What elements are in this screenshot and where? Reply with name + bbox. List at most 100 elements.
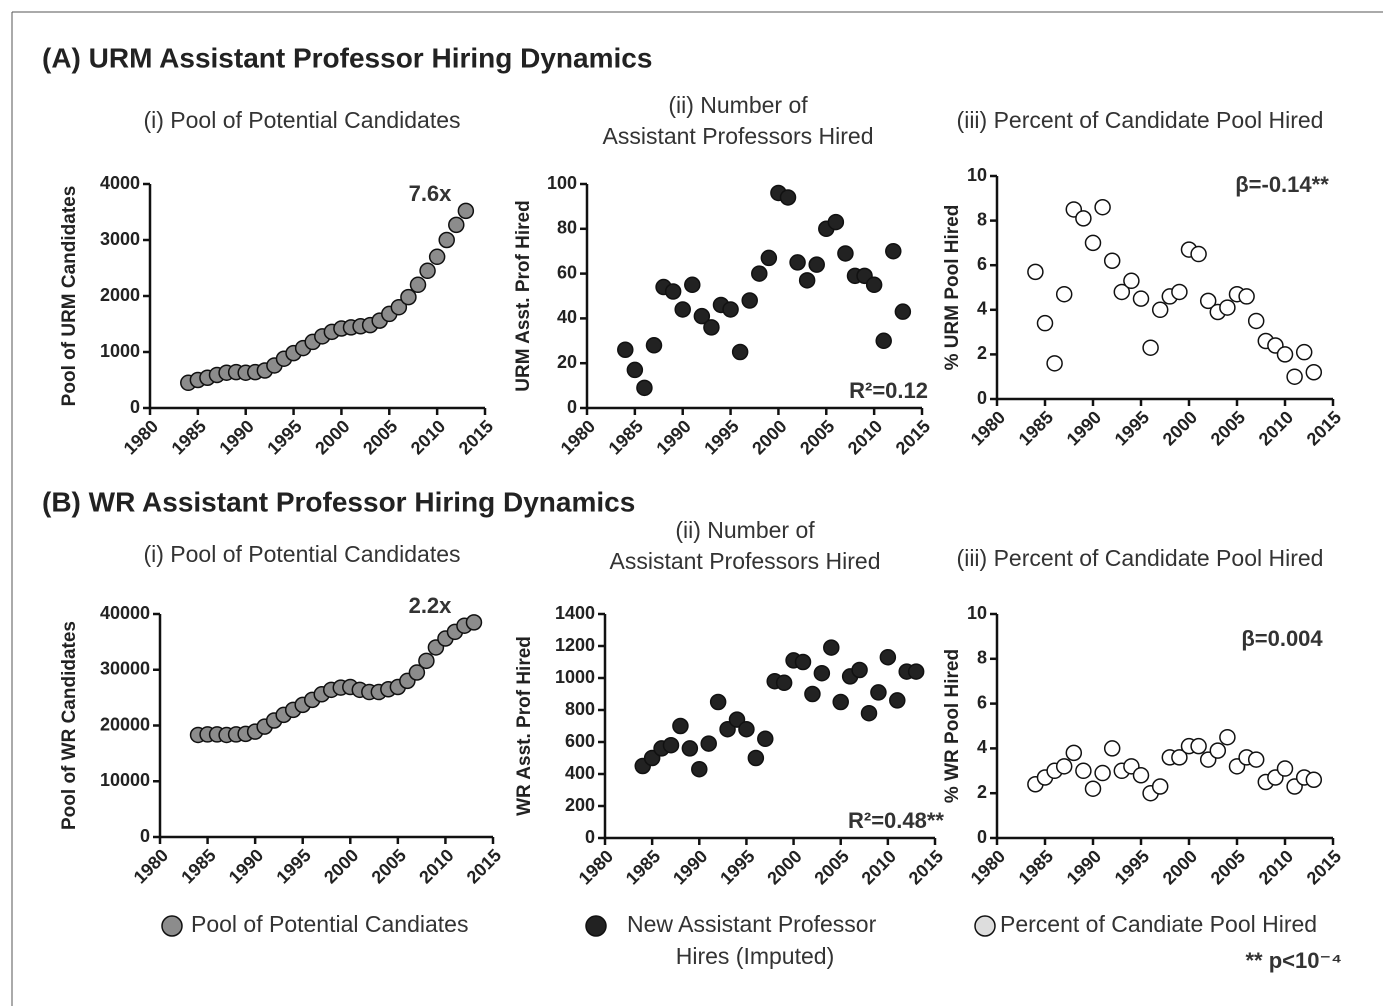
legend-label: Hires (Imputed) bbox=[676, 943, 834, 969]
x-tick-label: 1980 bbox=[967, 407, 1009, 449]
y-tick-label: 0 bbox=[977, 827, 987, 847]
point bbox=[1276, 760, 1294, 777]
point bbox=[448, 216, 465, 234]
chart: (ii) Number of Assistant Professors Hired… bbox=[514, 517, 947, 888]
point bbox=[870, 684, 887, 701]
point bbox=[636, 379, 653, 397]
x-tick-label: 2005 bbox=[810, 846, 852, 888]
y-tick-label: 10000 bbox=[100, 770, 150, 790]
y-tick-label: 20 bbox=[557, 352, 577, 372]
point bbox=[674, 301, 691, 318]
point bbox=[1151, 301, 1169, 319]
x-tick-label: 2005 bbox=[1207, 407, 1249, 449]
x-tick-label: 1990 bbox=[1063, 407, 1105, 449]
point bbox=[700, 735, 717, 752]
y-tick-label: 10 bbox=[967, 603, 987, 623]
x-tick-label: 1995 bbox=[700, 416, 742, 458]
x-tick-label: 2010 bbox=[407, 416, 449, 458]
x-tick-label: 2015 bbox=[892, 416, 934, 458]
point bbox=[1065, 744, 1083, 762]
point bbox=[390, 298, 408, 316]
point bbox=[428, 248, 446, 266]
x-tick-label: 1995 bbox=[1111, 846, 1153, 888]
point bbox=[438, 231, 455, 249]
y-tick-label: 10 bbox=[967, 165, 987, 185]
y-axis-label: Pool of WR Candidates bbox=[59, 621, 80, 830]
x-tick-label: 1980 bbox=[967, 846, 1009, 888]
legend-marker bbox=[161, 915, 183, 937]
point bbox=[1286, 368, 1303, 385]
point bbox=[672, 717, 689, 735]
point bbox=[1247, 751, 1265, 768]
point bbox=[1295, 343, 1313, 361]
y-tick-label: 8 bbox=[977, 209, 987, 229]
chart: (i) Pool of Potential Candidates Pool of … bbox=[59, 107, 497, 458]
point bbox=[894, 303, 912, 320]
chart-title: (iii) Percent of Candidate Pool Hired bbox=[957, 107, 1324, 133]
x-tick-label: 1995 bbox=[716, 846, 758, 888]
legend-item: Pool of Potential Candiates bbox=[161, 911, 468, 937]
x-tick-label: 2010 bbox=[1255, 407, 1297, 449]
point bbox=[1247, 312, 1265, 330]
point bbox=[798, 272, 816, 289]
point bbox=[465, 614, 483, 631]
point bbox=[860, 704, 878, 722]
point bbox=[907, 663, 925, 680]
annotation: 7.6x bbox=[409, 181, 453, 206]
y-tick-label: 2 bbox=[977, 343, 987, 363]
y-tick-label: 600 bbox=[565, 731, 595, 751]
y-tick-label: 100 bbox=[547, 173, 577, 193]
y-axis-label: URM Asst. Prof Hired bbox=[513, 200, 534, 391]
point bbox=[1190, 737, 1207, 755]
point bbox=[1103, 252, 1121, 269]
x-tick-label: 1990 bbox=[669, 846, 711, 888]
point bbox=[804, 685, 821, 703]
point bbox=[1113, 283, 1131, 301]
y-tick-label: 6 bbox=[977, 254, 987, 274]
legend-label: New Assistant Professor bbox=[627, 911, 877, 937]
annotation: R²=0.48** bbox=[848, 808, 944, 833]
point bbox=[751, 265, 768, 282]
y-tick-label: 40 bbox=[557, 307, 577, 327]
chart-title: (i) Pool of Potential Candidates bbox=[143, 107, 460, 133]
x-tick-label: 2000 bbox=[320, 845, 362, 887]
point bbox=[1190, 245, 1207, 263]
point bbox=[408, 664, 426, 681]
point bbox=[1027, 263, 1044, 281]
x-tick-label: 1990 bbox=[225, 845, 267, 887]
legend-label: Percent of Candiate Pool Hired bbox=[1000, 911, 1317, 937]
point bbox=[722, 301, 739, 318]
x-tick-label: 1995 bbox=[272, 845, 314, 887]
point bbox=[879, 648, 897, 666]
point bbox=[813, 664, 831, 682]
y-tick-label: 4 bbox=[977, 737, 987, 757]
point bbox=[1103, 740, 1121, 757]
point bbox=[1142, 339, 1159, 356]
y-tick-label: 1200 bbox=[555, 635, 595, 655]
y-tick-label: 20000 bbox=[100, 714, 150, 734]
legend-label: Pool of Potential Candiates bbox=[191, 911, 468, 937]
x-tick-label: 1985 bbox=[622, 846, 664, 888]
y-tick-label: 4 bbox=[977, 299, 987, 319]
point bbox=[1132, 767, 1150, 784]
footnote: ** p<10⁻⁴ bbox=[1246, 948, 1343, 973]
point bbox=[1171, 283, 1188, 301]
point bbox=[419, 262, 436, 280]
point bbox=[418, 652, 435, 670]
point bbox=[1276, 346, 1294, 363]
point bbox=[1132, 290, 1150, 307]
point bbox=[684, 276, 701, 294]
chart: (iii) Percent of Candidate Pool Hired % U… bbox=[942, 107, 1345, 449]
point bbox=[1084, 234, 1102, 252]
chart: (ii) Number of Assistant Professors Hired… bbox=[513, 92, 934, 458]
y-tick-label: 4000 bbox=[100, 173, 140, 193]
panel-title: (A) URM Assistant Professor Hiring Dynam… bbox=[42, 42, 652, 73]
point bbox=[738, 720, 755, 738]
legend-marker bbox=[974, 915, 996, 937]
chart-title: (i) Pool of Potential Candidates bbox=[143, 541, 460, 567]
y-tick-label: 200 bbox=[565, 795, 595, 815]
y-axis-label: % URM Pool Hired bbox=[942, 205, 963, 371]
point bbox=[681, 740, 699, 757]
point bbox=[823, 639, 840, 656]
x-tick-label: 2000 bbox=[1159, 407, 1201, 449]
